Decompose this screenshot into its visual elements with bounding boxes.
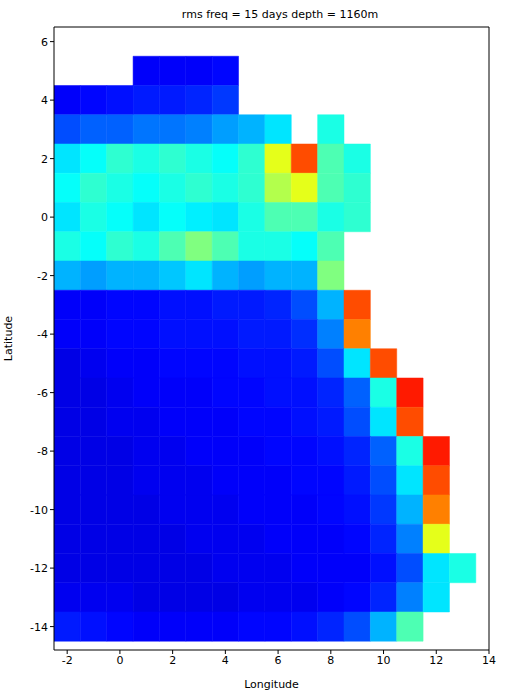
svg-text:0: 0 [116, 654, 123, 667]
svg-text:4: 4 [41, 94, 48, 107]
svg-text:2: 2 [41, 153, 48, 166]
svg-text:6: 6 [275, 654, 282, 667]
svg-text:4: 4 [222, 654, 229, 667]
svg-text:-6: -6 [37, 387, 48, 400]
svg-text:10: 10 [377, 654, 391, 667]
svg-text:-8: -8 [37, 445, 48, 458]
svg-text:Latitude: Latitude [2, 316, 15, 362]
svg-text:8: 8 [327, 654, 334, 667]
svg-text:6: 6 [41, 36, 48, 49]
svg-text:12: 12 [429, 654, 443, 667]
svg-text:-14: -14 [30, 621, 48, 634]
svg-text:14: 14 [482, 654, 496, 667]
svg-text:0: 0 [41, 211, 48, 224]
svg-text:-2: -2 [62, 654, 73, 667]
html-text:rms freq = 15 days depth = 116: rms freq = 15 days depth = 1160m [181, 8, 379, 21]
svg-text:-2: -2 [37, 270, 48, 283]
svg-text:-10: -10 [30, 504, 48, 517]
svg-text:-4: -4 [37, 328, 48, 341]
svg-text:2: 2 [169, 654, 176, 667]
svg-text:-12: -12 [30, 562, 48, 575]
svg-text:Longitude: Longitude [244, 678, 299, 691]
